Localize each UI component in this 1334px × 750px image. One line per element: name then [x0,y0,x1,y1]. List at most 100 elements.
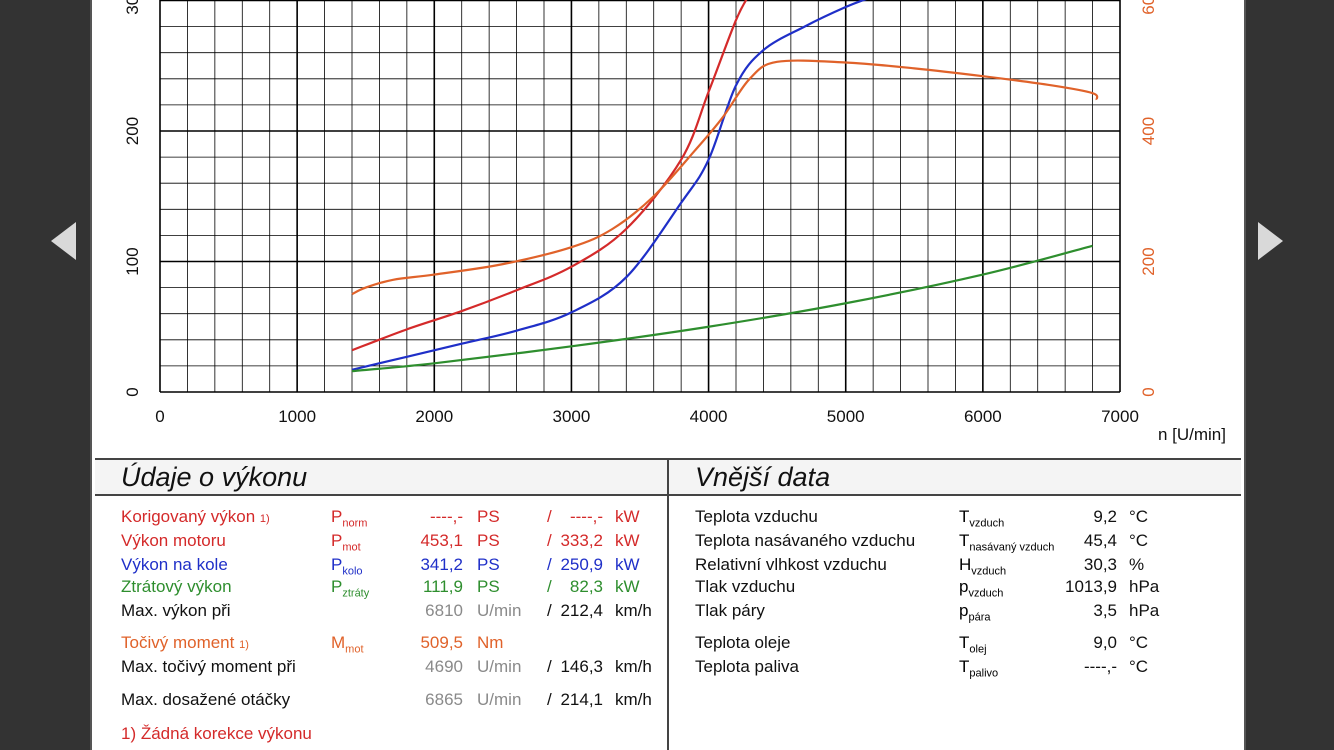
blue-power-curve [351,0,867,371]
perf-row-unit-1: U/min [477,690,522,709]
perf-row-label: Ztrátový výkon [121,577,232,596]
ext-row-symbol: Hvzduch [959,555,1007,578]
perf-row-value-1: 509,5 [420,633,463,652]
ext-row-symbol: Tolej [959,633,987,656]
x-tick-label: 0 [155,407,164,426]
perf-row-unit-2: kW [615,577,640,596]
perf-row-value-1: 6810 [425,601,463,620]
prev-page-arrow-icon[interactable] [51,222,76,260]
ext-row-label: Teplota vzduchu [695,507,818,526]
perf-row-unit-1: PS [477,507,500,526]
perf-row-label: Výkon motoru [121,531,226,550]
perf-row-label: Korigovaný výkon 1) [121,507,270,526]
data-tables: Údaje o výkonu Korigovaný výkon 1) Pnorm -… [95,458,1241,750]
y-right-tick-label: 600 [1139,0,1158,15]
perf-row-separator: / [547,531,552,550]
red-power-curve [351,0,748,352]
ext-row-label: Tlak páry [695,601,765,620]
y-left-tick-label: 200 [123,117,142,145]
perf-row-unit-2: kW [615,507,640,526]
perf-row-label: Točivý moment 1) [121,633,249,652]
perf-row-value-1: 341,2 [420,555,463,574]
x-tick-label: 7000 [1101,407,1139,426]
perf-row-label: Max. točivý moment při [121,657,296,676]
perf-row-value-2: 214,1 [560,690,603,709]
perf-row-unit-2: km/h [615,690,652,709]
document-page: 0 1000 2000 3000 4000 5000 6000 7000 n [U/min] 0 1… [90,0,1246,750]
perf-row-separator: / [547,690,552,709]
ext-row-value: 1013,9 [1065,577,1117,596]
x-tick-label: 5000 [827,407,865,426]
perf-row-label: Max. dosažené otáčky [121,690,291,709]
perf-row-unit-2: kW [615,531,640,550]
perf-row-value-1: 453,1 [420,531,463,550]
perf-row-separator: / [547,657,552,676]
perf-row-unit-2: km/h [615,657,652,676]
orange-torque-curve [351,59,1099,296]
x-tick-label: 1000 [278,407,316,426]
y-left-tick-label: 0 [123,387,142,396]
performance-table-title: Údaje o výkonu [121,462,308,492]
ext-row-unit: hPa [1129,577,1160,596]
perf-row-symbol: Pztráty [331,577,370,600]
ext-row-symbol: ppára [959,601,991,624]
perf-row-symbol: Pkolo [331,555,363,578]
y-right-tick-label: 400 [1139,117,1158,145]
perf-row-unit-1: PS [477,555,500,574]
ext-row-label: Teplota paliva [695,657,799,676]
perf-row-value-1: 6865 [425,690,463,709]
ext-row-value: 9,2 [1093,507,1117,526]
ext-row-label: Teplota oleje [695,633,791,652]
perf-row-value-2: 250,9 [560,555,603,574]
perf-row-unit-2: km/h [615,601,652,620]
perf-row-symbol: Mmot [331,633,364,656]
perf-row-symbol: Pnorm [331,507,368,530]
perf-row-unit-1: U/min [477,601,522,620]
perf-row-label: Výkon na kole [121,555,228,574]
perf-row-separator: / [547,577,552,596]
ext-row-unit: °C [1129,531,1149,550]
perf-row-value-2: 333,2 [560,531,603,550]
performance-table-header: Údaje o výkonu [95,460,667,496]
x-tick-label: 3000 [553,407,591,426]
external-data-table-title: Vnější data [695,462,831,492]
perf-row-symbol: Pmot [331,531,361,554]
ext-row-label: Relativní vlhkost vzduchu [695,555,887,574]
perf-row-value-2: ----,- [569,507,603,526]
green-loss-curve [351,244,1093,373]
x-tick-label: 4000 [690,407,728,426]
ext-row-unit: °C [1129,507,1149,526]
perf-row-separator: / [547,555,552,574]
y-right-tick-label: 200 [1139,247,1158,275]
performance-table: Údaje o výkonu Korigovaný výkon 1) Pnorm -… [95,460,669,750]
ext-row-value: 9,0 [1093,633,1117,652]
perf-row-separator: / [547,507,552,526]
ext-row-label: Teplota nasávaného vzduchu [695,531,916,550]
ext-row-value: 3,5 [1093,601,1117,620]
ext-row-symbol: pvzduch [959,577,1004,600]
y-right-tick-label: 0 [1139,387,1158,396]
perf-row-label: Max. výkon při [121,601,231,620]
ext-row-unit: °C [1129,633,1149,652]
x-tick-label: 6000 [964,407,1002,426]
next-page-arrow-icon[interactable] [1258,222,1283,260]
perf-row-unit-1: PS [477,577,500,596]
ext-row-value: 45,4 [1083,531,1117,550]
footnote: 1) Žádná korekce výkonu [121,724,312,743]
perf-row-value-1: 4690 [425,657,463,676]
ext-row-label: Tlak vzduchu [695,577,796,596]
x-tick-label: 2000 [415,407,453,426]
perf-row-value-1: ----,- [429,507,463,526]
y-left-tick-label: 300 [123,0,142,15]
perf-row-value-1: 111,9 [422,577,463,596]
ext-row-unit: °C [1129,657,1149,676]
perf-row-value-2: 146,3 [560,657,603,676]
perf-row-unit-1: Nm [477,633,504,652]
perf-row-separator: / [547,601,552,620]
external-data-table-header: Vnější data [669,460,1241,496]
ext-row-value: 30,3 [1083,555,1117,574]
perf-row-unit-1: PS [477,531,500,550]
ext-row-unit: hPa [1129,601,1160,620]
perf-row-unit-1: U/min [477,657,522,676]
